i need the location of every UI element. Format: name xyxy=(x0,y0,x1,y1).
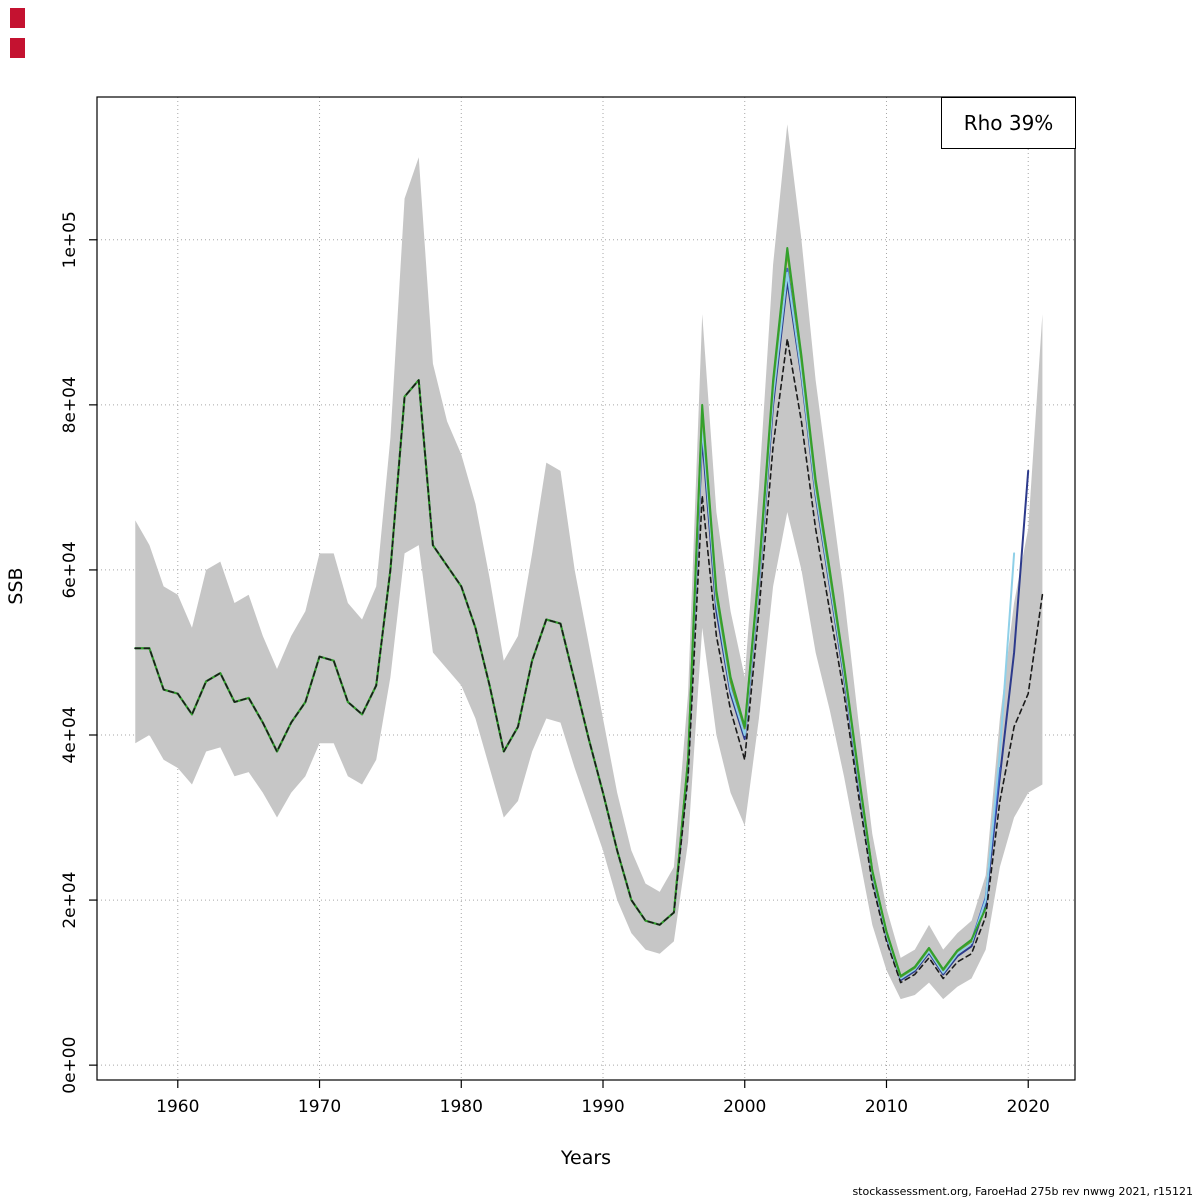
x-tick-label: 2010 xyxy=(865,1097,908,1117)
legend-box: Rho 39% xyxy=(941,97,1076,149)
red-marker-top xyxy=(10,8,25,28)
x-tick-label: 2000 xyxy=(723,1097,766,1117)
confidence-band xyxy=(135,124,1043,1000)
x-tick-label: 1980 xyxy=(440,1097,483,1117)
red-marker-bottom xyxy=(10,38,25,58)
y-axis-title: SSB xyxy=(5,567,27,605)
y-tick-label: 2e+04 xyxy=(60,871,80,928)
x-tick-label: 1990 xyxy=(581,1097,624,1117)
y-tick-label: 4e+04 xyxy=(60,706,80,763)
y-tick-label: 8e+04 xyxy=(60,376,80,433)
y-tick-label: 1e+05 xyxy=(60,211,80,268)
x-tick-label: 1970 xyxy=(298,1097,341,1117)
x-tick-label: 2020 xyxy=(1007,1097,1050,1117)
y-tick-label: 0e+00 xyxy=(60,1037,80,1094)
x-axis-title: Years xyxy=(560,1147,612,1169)
series-final-2021 xyxy=(134,338,1044,984)
x-tick-label: 1960 xyxy=(156,1097,199,1117)
plot-border xyxy=(96,96,1076,1081)
y-tick-label: 6e+04 xyxy=(60,541,80,598)
legend-rho-label: Rho 39% xyxy=(963,111,1054,135)
source-attribution: stockassessment.org, FaroeHad 275b rev n… xyxy=(852,1185,1193,1198)
